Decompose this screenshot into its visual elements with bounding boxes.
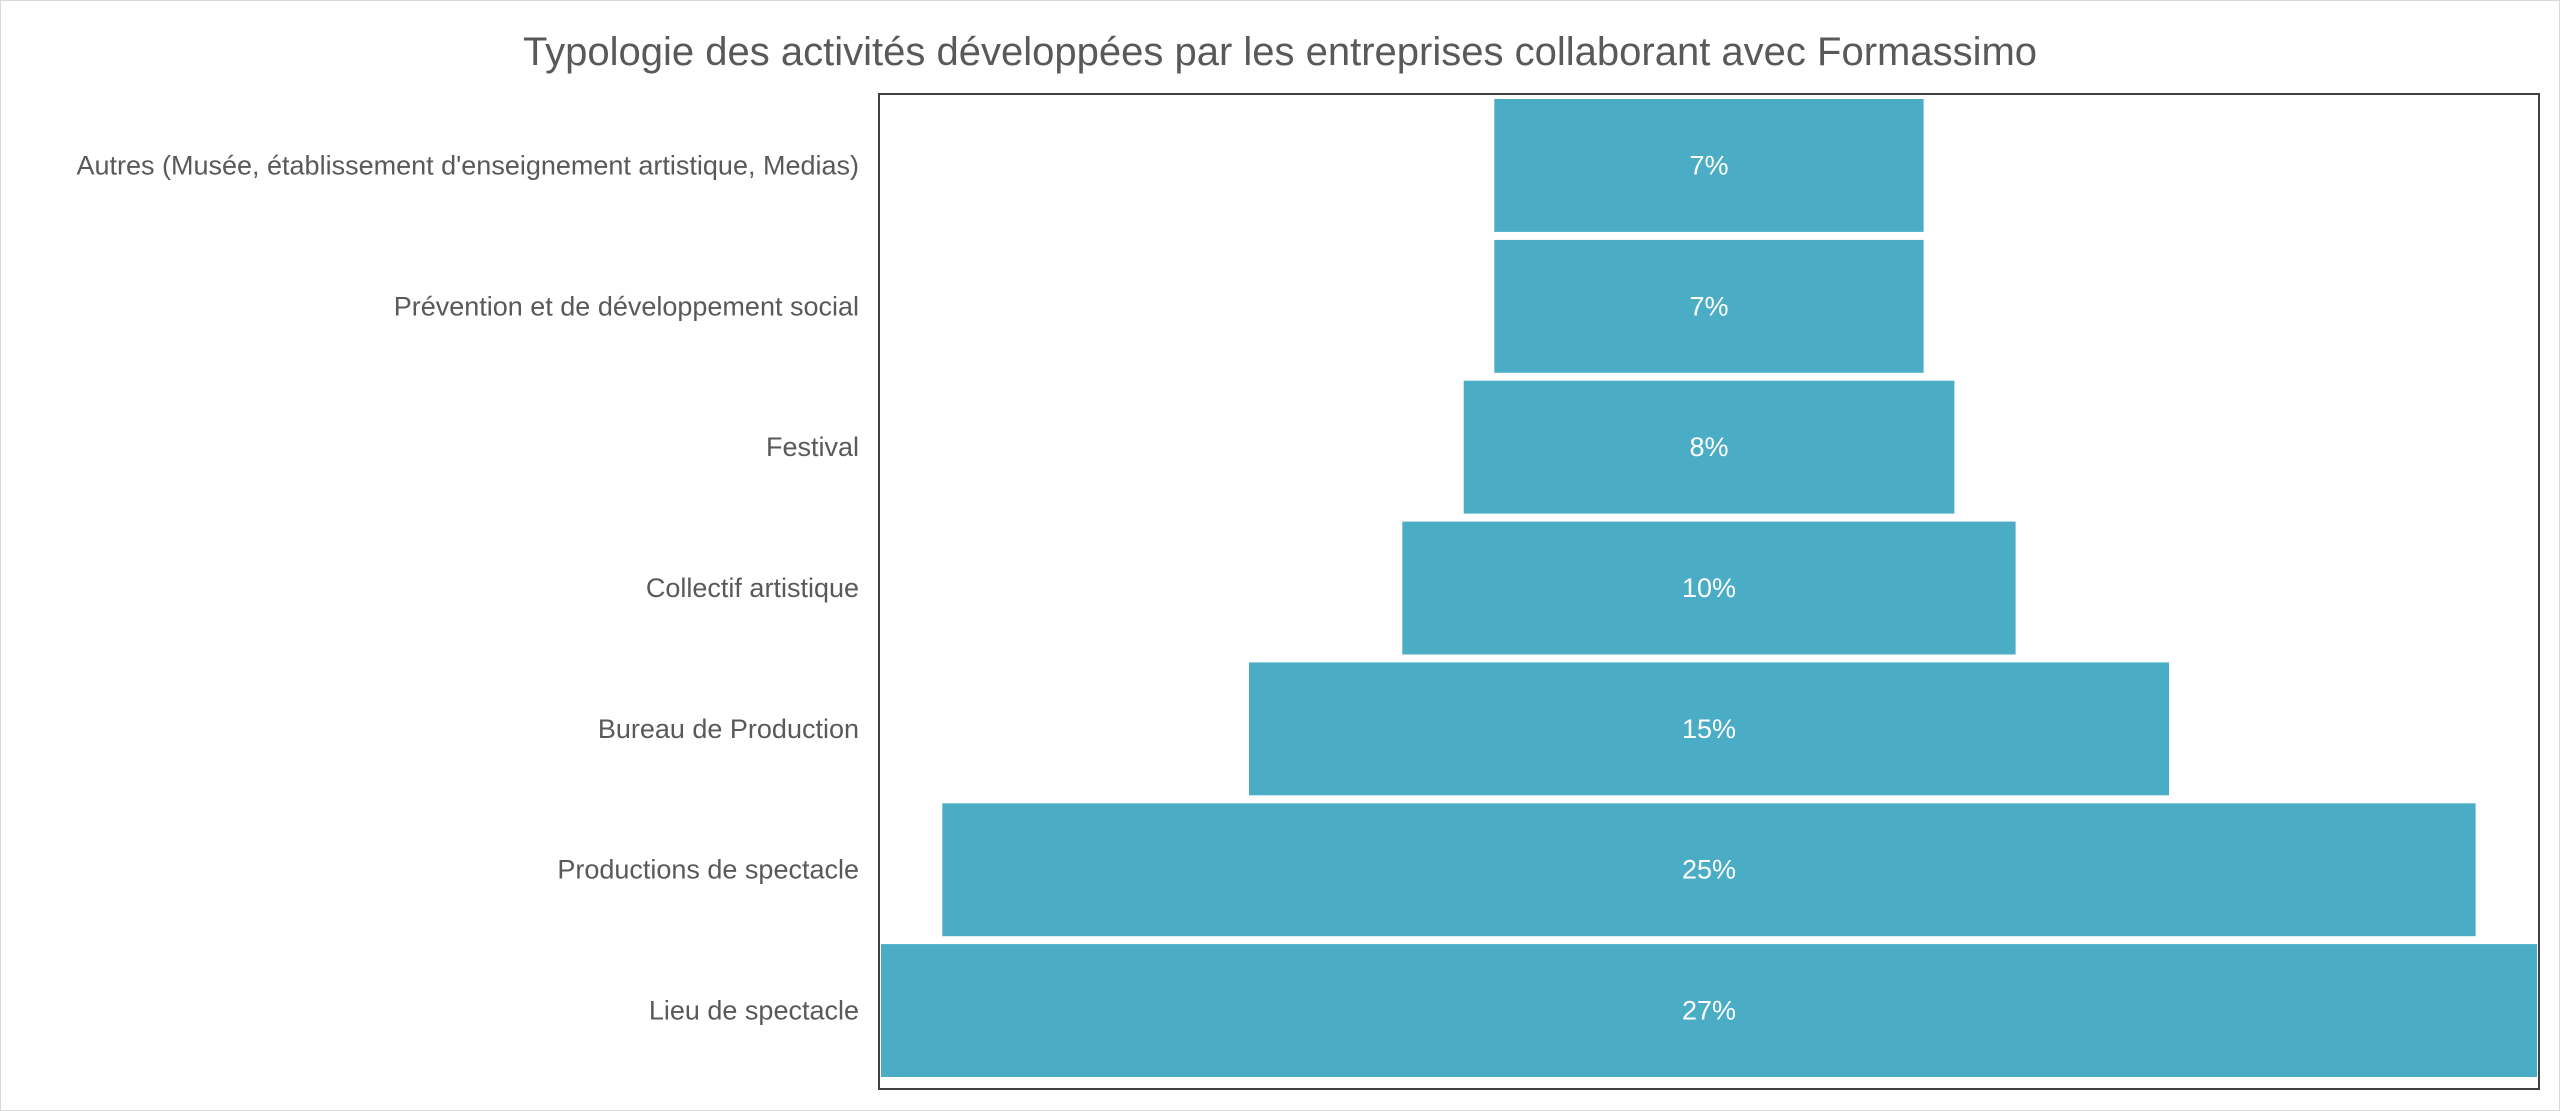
category-label: Productions de spectacle: [557, 855, 859, 885]
funnel-bar: [1402, 521, 2016, 655]
funnel-bar: [1494, 99, 1924, 232]
category-label: Autres (Musée, établissement d'enseignem…: [76, 150, 859, 180]
category-label: Prévention et de développement social: [394, 291, 859, 321]
data-label: 7%: [1689, 150, 1728, 180]
category-label: Lieu de spectacle: [649, 996, 859, 1026]
data-label: 7%: [1689, 291, 1728, 321]
funnel-bar: [881, 944, 2537, 1077]
plot-area: [878, 93, 2540, 1090]
data-label: 27%: [1682, 996, 1736, 1026]
data-label: 25%: [1682, 855, 1736, 885]
funnel-bar: [1249, 662, 2169, 796]
category-label: Bureau de Production: [598, 714, 859, 744]
data-label: 8%: [1689, 432, 1728, 462]
category-label: Festival: [766, 432, 859, 462]
funnel-bar: [942, 803, 2476, 937]
data-label: 10%: [1682, 573, 1736, 603]
funnel-bar: [1463, 380, 1955, 514]
chart-title: Typologie des activités développées par …: [523, 30, 2037, 74]
data-label: 15%: [1682, 714, 1736, 744]
funnel-bars: 7% Autres (Musée, établissement d'enseign…: [76, 99, 2537, 1077]
funnel-bar: [1494, 239, 1924, 373]
category-label: Collectif artistique: [646, 573, 859, 603]
